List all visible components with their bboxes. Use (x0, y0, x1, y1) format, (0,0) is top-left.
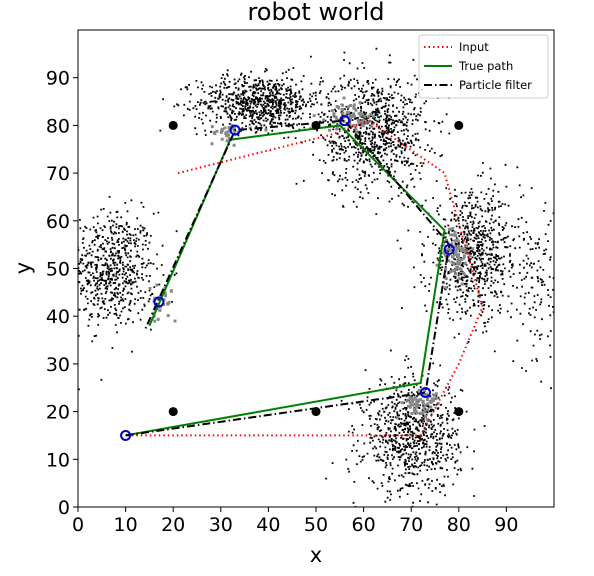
legend: Input True path Particle filter (418, 34, 549, 99)
y-tick-label-0: 0 (58, 497, 70, 519)
estimate-marker-5 (120, 429, 132, 441)
chart-title: robot world (247, 0, 384, 26)
x-axis-ticks: 0 10 20 30 40 50 60 70 80 90 (72, 507, 518, 536)
x-axis-label: x (310, 543, 322, 567)
landmarks (168, 120, 464, 417)
series-line-2 (125, 119, 451, 437)
series-line-1 (125, 124, 446, 437)
particles-gray (148, 96, 475, 422)
y-tick-label-5: 50 (46, 259, 70, 281)
y-tick-label-4: 40 (46, 306, 70, 328)
estimate-markers (120, 115, 455, 441)
legend-label-0: Input (459, 40, 489, 54)
estimate-marker-0 (153, 296, 165, 308)
legend-box (418, 34, 549, 99)
particles-black (78, 47, 554, 507)
landmark-2 (454, 120, 464, 130)
x-tick-label-2: 20 (161, 514, 185, 536)
y-tick-label-9: 90 (46, 68, 70, 90)
y-tick-label-6: 60 (46, 211, 70, 233)
landmark-3 (168, 407, 178, 417)
gray-particle-cloud (148, 96, 475, 422)
x-tick-label-7: 70 (399, 514, 423, 536)
x-tick-label-1: 10 (114, 514, 138, 536)
y-tick-label-8: 80 (46, 115, 70, 137)
x-tick-label-5: 50 (304, 514, 328, 536)
x-tick-label-3: 30 (209, 514, 233, 536)
landmark-5 (454, 407, 464, 417)
estimate-marker-1 (229, 124, 241, 136)
estimate-marker-4 (419, 387, 431, 399)
y-tick-label-1: 10 (46, 449, 70, 471)
x-tick-label-4: 40 (256, 514, 280, 536)
series-line-0 (125, 119, 484, 437)
x-tick-label-0: 0 (72, 514, 84, 536)
y-tick-label-3: 30 (46, 354, 70, 376)
particle-cloud (78, 47, 554, 507)
landmark-4 (311, 407, 321, 417)
legend-label-1: True path (458, 59, 513, 73)
estimate-marker-3 (443, 243, 455, 255)
y-tick-label-2: 20 (46, 402, 70, 424)
legend-label-2: Particle filter (459, 78, 532, 92)
landmark-1 (311, 120, 321, 130)
y-tick-label-7: 70 (46, 163, 70, 185)
path-lines (125, 119, 484, 437)
y-axis-label: y (11, 262, 35, 274)
y-axis-ticks: 0 10 20 30 40 50 60 70 80 90 (46, 68, 78, 519)
x-tick-label-9: 90 (494, 514, 518, 536)
x-tick-label-6: 60 (352, 514, 376, 536)
estimate-marker-2 (339, 115, 351, 127)
x-tick-label-8: 80 (447, 514, 471, 536)
landmark-0 (168, 120, 178, 130)
